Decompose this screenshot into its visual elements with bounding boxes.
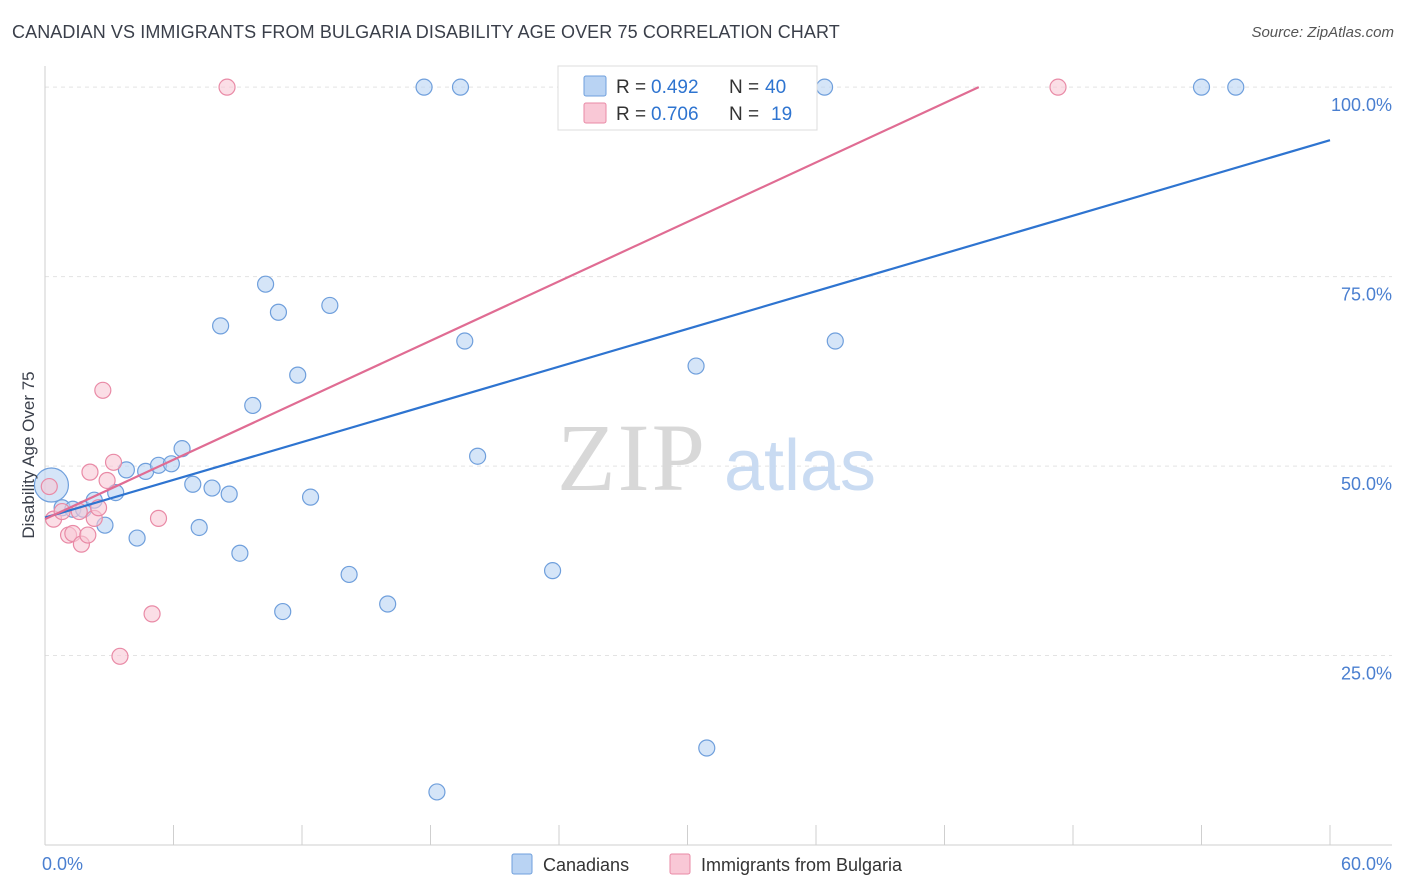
canadians-point <box>687 357 705 375</box>
legend-n-value: 40 <box>765 77 786 98</box>
bulgaria-trend-line <box>44 86 980 521</box>
chart-title: CANADIAN VS IMMIGRANTS FROM BULGARIA DIS… <box>12 22 840 42</box>
y-tick-label: 50.0% <box>1341 474 1392 494</box>
gridlines <box>45 86 1392 657</box>
x-tick-label: 60.0% <box>1341 854 1392 874</box>
canadians-point <box>184 475 202 493</box>
bulgaria-point <box>79 526 97 544</box>
canadians-point <box>190 518 208 537</box>
canadians-point <box>231 544 249 562</box>
canadians-point <box>117 461 135 479</box>
canadians-point <box>244 396 262 415</box>
watermark: ZIP atlas <box>557 404 876 511</box>
canadians-point <box>220 485 238 503</box>
legend-bulgaria-label: Immigrants from Bulgaria <box>701 855 903 875</box>
canadians-point <box>456 332 474 350</box>
legend-series: Canadians Immigrants from Bulgaria <box>511 853 903 875</box>
canadians-point <box>274 602 292 621</box>
legend-r-label: R = <box>616 104 646 125</box>
canadians-point <box>815 78 834 96</box>
bulgaria-point <box>81 463 99 481</box>
canadians-point <box>469 447 487 465</box>
canadians-point <box>1192 78 1211 96</box>
canadians-point <box>203 479 221 497</box>
bulgaria-point <box>104 453 123 471</box>
legend-canadians-label: Canadians <box>543 855 629 875</box>
canadians-point <box>212 317 230 335</box>
y-tick-label: 75.0% <box>1341 285 1392 305</box>
canadians-point <box>340 565 358 584</box>
canadians-point <box>379 595 397 613</box>
legend-n-label: N = <box>729 77 759 98</box>
x-tick-label: 0.0% <box>42 854 83 874</box>
bulgaria-point <box>40 477 58 496</box>
canadians-point <box>543 562 562 580</box>
canadians-point <box>428 783 446 801</box>
canadians-point <box>321 296 339 315</box>
bulgaria-point <box>111 647 129 665</box>
legend-stats: R = 0.492 N = 40 R = 0.706 N = 19 <box>557 65 818 131</box>
legend-r-value: 0.706 <box>651 104 699 125</box>
tick-labels: 25.0% 50.0% 75.0% 100.0% 0.0% 60.0% <box>42 95 1392 874</box>
canadians-point <box>1227 78 1245 96</box>
legend-r-value: 0.492 <box>651 77 699 98</box>
legend-n-label: N = <box>729 104 759 125</box>
bulgaria-point <box>94 381 112 399</box>
y-axis-label: Disability Age Over 75 <box>19 371 38 538</box>
y-tick-label: 25.0% <box>1341 664 1392 684</box>
source-label: Source: ZipAtlas.com <box>1251 24 1394 41</box>
watermark-zip: ZIP <box>557 404 707 511</box>
bulgaria-point <box>149 509 168 527</box>
canadians-point <box>451 78 470 96</box>
legend-n-value: 19 <box>771 104 792 125</box>
canadians-point <box>415 78 433 96</box>
canadians-point <box>826 332 844 350</box>
watermark-atlas: atlas <box>724 426 876 506</box>
legend-swatch-bulgaria <box>669 853 691 875</box>
canadians-point <box>301 488 320 506</box>
bulgaria-point <box>218 78 236 96</box>
bulgaria-point <box>1049 78 1067 96</box>
bulgaria-point <box>98 471 116 490</box>
legend-swatch-bulgaria <box>583 102 607 124</box>
legend-r-label: R = <box>616 77 646 98</box>
legend-swatch-canadians <box>583 75 607 97</box>
bulgaria-point <box>143 605 161 623</box>
canadians-point <box>256 275 275 293</box>
axes <box>44 66 1392 846</box>
trend-lines <box>44 86 1331 521</box>
canadians-trend-line <box>44 139 1331 519</box>
canadians-point <box>269 303 288 321</box>
canadians-point <box>289 366 307 384</box>
canadians-point <box>128 529 146 547</box>
y-tick-label: 100.0% <box>1331 95 1392 115</box>
legend-swatch-canadians <box>511 853 533 875</box>
canadians-point <box>698 739 716 757</box>
